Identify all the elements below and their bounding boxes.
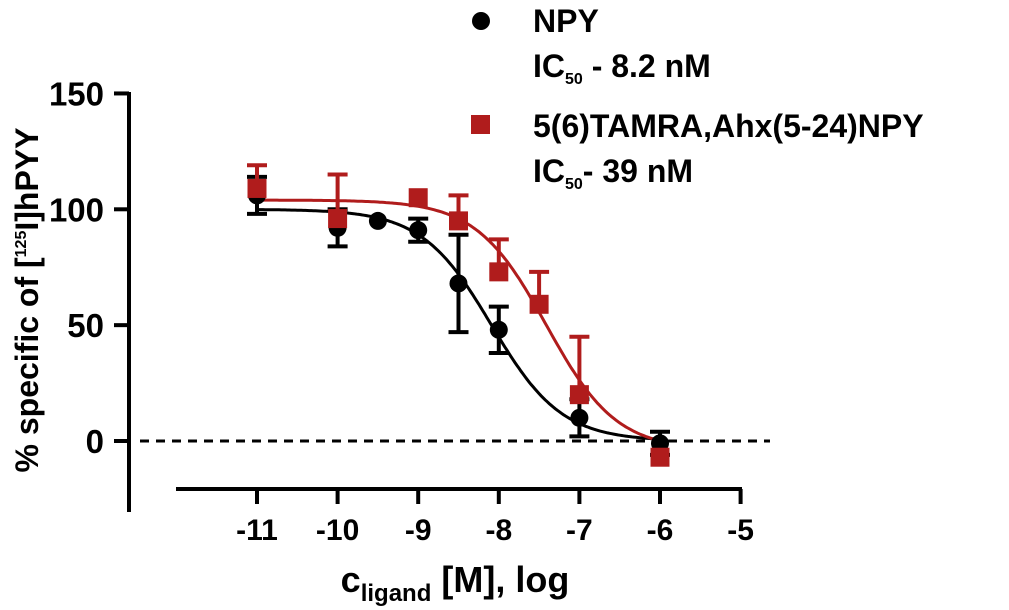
y-tick-label: 0 bbox=[86, 423, 104, 460]
data-point-series-1 bbox=[247, 178, 267, 198]
data-point-series-0 bbox=[449, 274, 468, 293]
y-tick-label: 50 bbox=[67, 307, 104, 344]
legend-ic50-npy-value: - 8.2 nM bbox=[583, 48, 711, 84]
legend-label-npy: NPY bbox=[533, 3, 599, 39]
data-point-series-1 bbox=[449, 211, 468, 231]
legend-label-tamra: 5(6)TAMRA,Ahx(5-24)NPY bbox=[533, 108, 924, 144]
x-tick-label: -11 bbox=[236, 514, 278, 547]
legend-ic50-tamra: IC50- 39 nM bbox=[533, 153, 693, 193]
data-points bbox=[247, 163, 670, 467]
y-axis-title: % specific of [125I]hPYY bbox=[9, 128, 45, 473]
legend-ic50-npy-label: IC bbox=[533, 48, 565, 84]
x-axis-title-main: c bbox=[341, 559, 361, 600]
x-tick-label: -6 bbox=[647, 514, 674, 547]
legend-ic50-npy-sub: 50 bbox=[565, 71, 583, 88]
legend-ic50-tamra-sub: 50 bbox=[565, 176, 583, 193]
data-point-series-1 bbox=[328, 209, 348, 229]
data-point-series-1 bbox=[489, 262, 509, 282]
y-ticks: 0 50 100 150 bbox=[49, 75, 129, 460]
x-tick-label: -8 bbox=[485, 514, 512, 547]
x-tick-label: -7 bbox=[566, 514, 593, 547]
data-point-series-0 bbox=[489, 320, 508, 339]
x-tick-label: -9 bbox=[405, 514, 432, 547]
data-point-series-0 bbox=[570, 408, 589, 427]
data-point-series-1 bbox=[569, 385, 589, 405]
x-tick-label: -10 bbox=[316, 514, 359, 547]
x-axis-title: cligand [M], log bbox=[341, 559, 570, 607]
data-point-series-1 bbox=[650, 447, 670, 467]
y-tick-label: 100 bbox=[49, 191, 104, 228]
data-point-series-1 bbox=[529, 294, 549, 314]
legend-ic50-tamra-label: IC bbox=[533, 153, 565, 189]
x-ticks: -11 -10 -9 -8 -7 -6 -5 bbox=[236, 489, 754, 547]
x-tick-label: -5 bbox=[727, 514, 754, 547]
legend-marker-tamra bbox=[471, 115, 490, 134]
y-axis-title-sup: 125 bbox=[13, 231, 30, 258]
legend: NPY IC50 - 8.2 nM 5(6)TAMRA,Ahx(5-24)NPY… bbox=[471, 3, 924, 193]
y-axis-title-pre: % specific of [ bbox=[9, 257, 45, 473]
data-point-series-0 bbox=[409, 221, 428, 240]
x-axis-title-rest: [M], log bbox=[431, 559, 569, 600]
data-point-series-1 bbox=[408, 188, 428, 208]
data-point-series-0 bbox=[368, 211, 387, 230]
y-tick-label: 150 bbox=[49, 75, 104, 112]
legend-ic50-tamra-value: - 39 nM bbox=[583, 153, 693, 189]
legend-marker-npy bbox=[472, 12, 490, 30]
x-axis-title-sub: ligand bbox=[361, 580, 432, 607]
y-axis-title-post: I]hPYY bbox=[9, 128, 45, 231]
legend-ic50-npy: IC50 - 8.2 nM bbox=[533, 48, 711, 88]
